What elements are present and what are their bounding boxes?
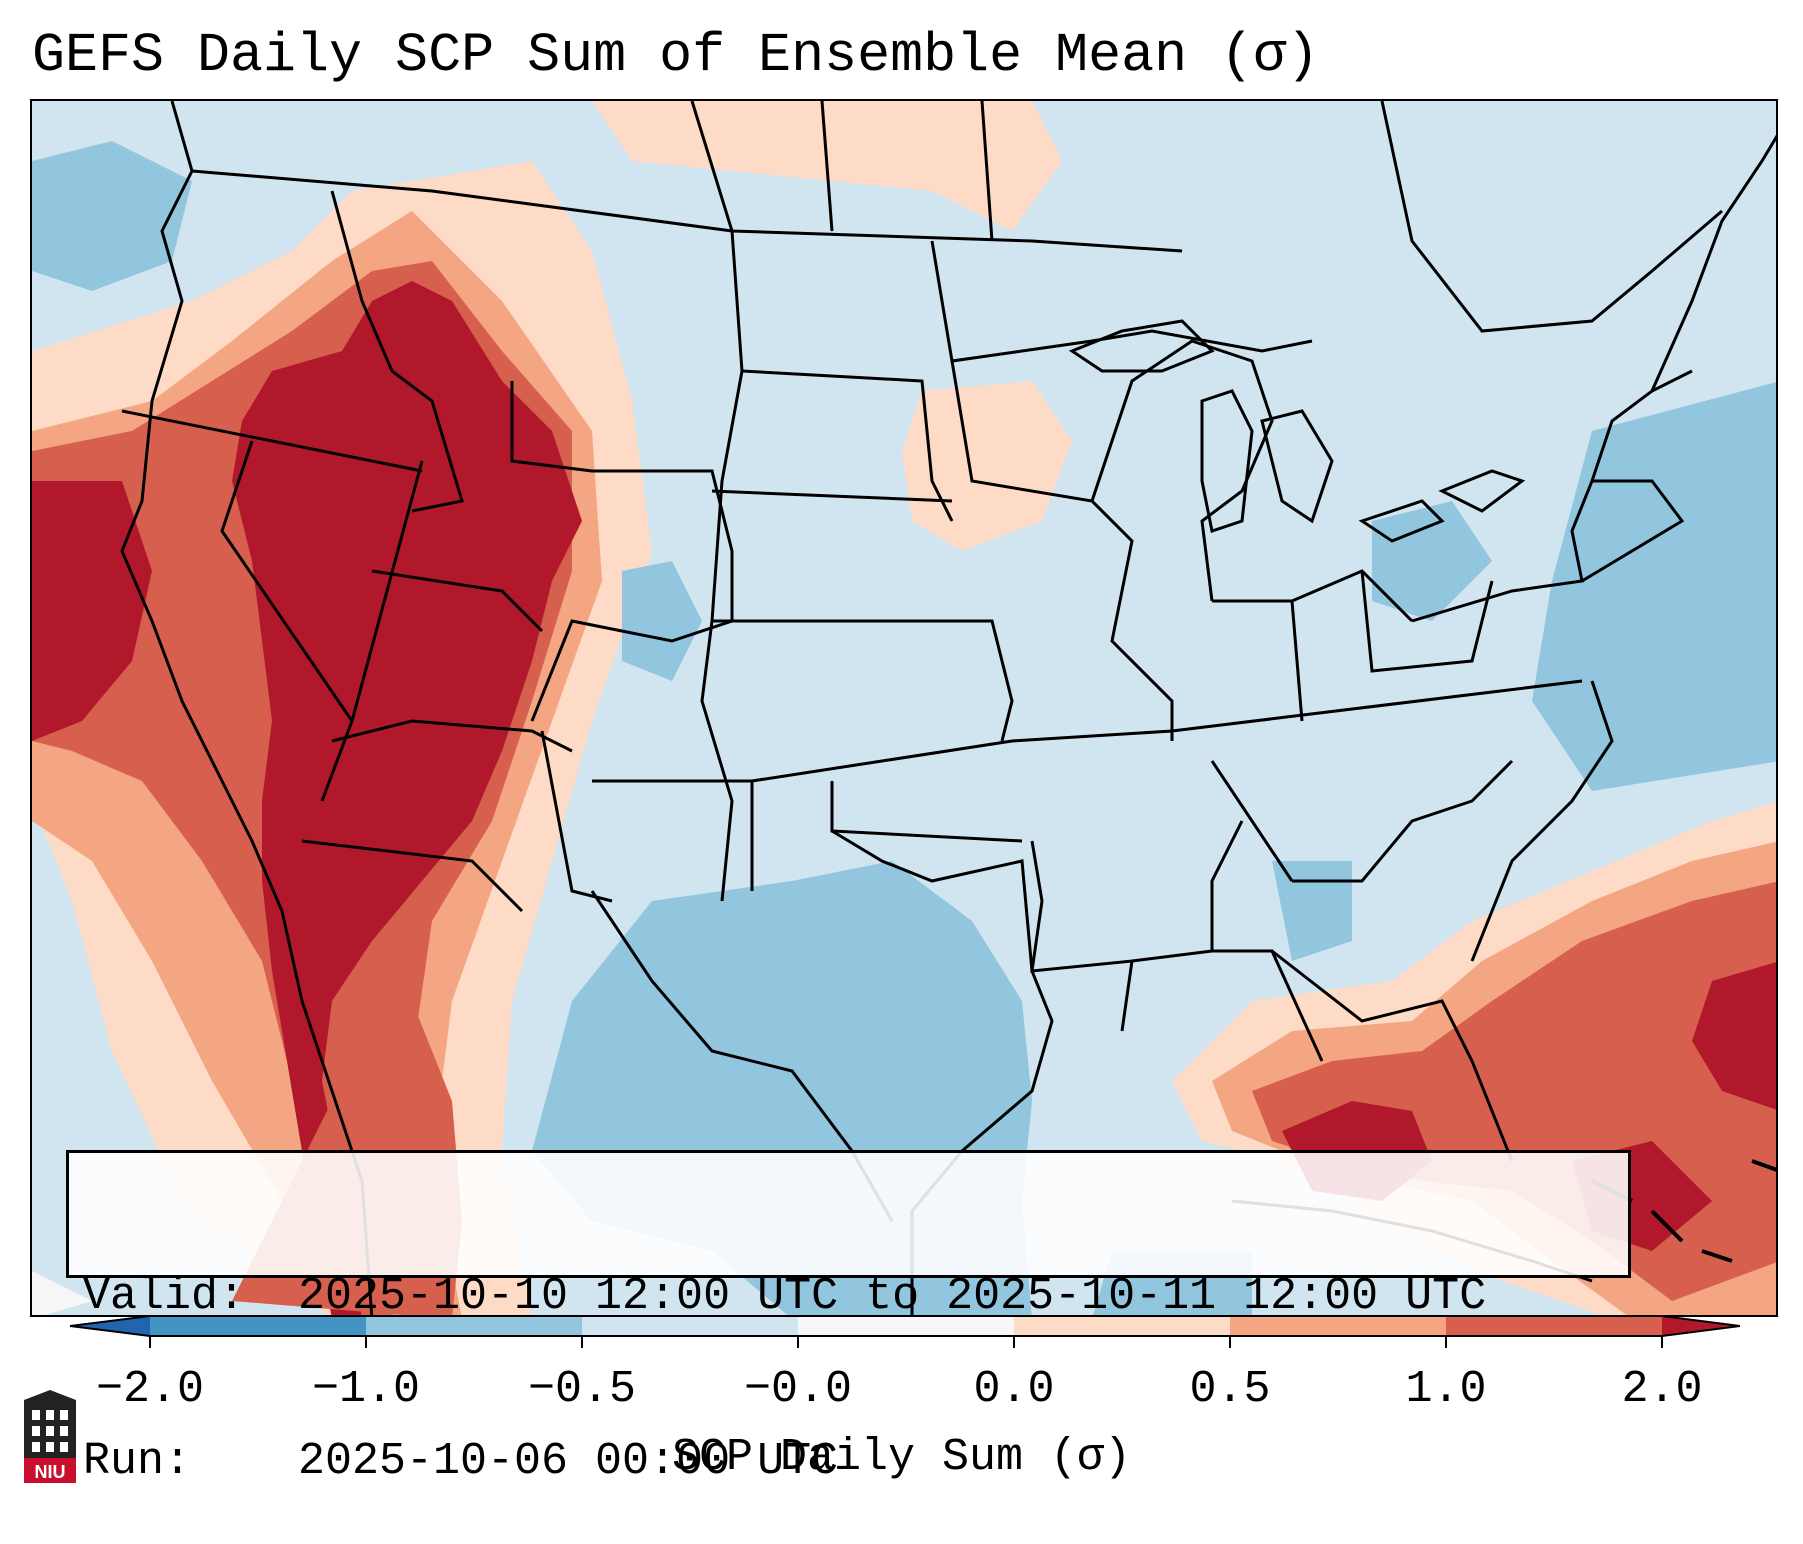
colorbar-tick-label: 0.0: [973, 1364, 1055, 1415]
colorbar-tick-label: 0.5: [1189, 1364, 1271, 1415]
colorbar-tick-label: −1.0: [311, 1364, 421, 1415]
map-panel: [30, 99, 1778, 1317]
colorbar-tick-label: −0.0: [743, 1364, 853, 1415]
great-lakes: [1068, 319, 1526, 543]
valid-label: Valid:: [83, 1271, 246, 1322]
run-line: Run: 2025-10-06 00:00 UTC: [83, 1434, 1614, 1489]
map-title: GEFS Daily SCP Sum of Ensemble Mean (σ): [32, 24, 1320, 87]
colorbar-segment-4: [798, 1316, 1014, 1336]
colorbar-tick-label: 2.0: [1621, 1364, 1703, 1415]
anomaly-field: [32, 101, 1776, 1315]
colorbar-segment-7: [1446, 1316, 1662, 1336]
colorbar-segment-5: [1014, 1316, 1230, 1336]
info-box: Valid: 2025-10-10 12:00 UTC to 2025-10-1…: [66, 1150, 1631, 1487]
colorbar-label: SCP Daily Sum (σ): [671, 1432, 1132, 1483]
niu-logo: NIU: [24, 1390, 76, 1483]
colorbar-extend-high: [1662, 1316, 1740, 1336]
colorbar-segment-6: [1230, 1316, 1446, 1336]
colorbar-segment-2: [366, 1316, 582, 1336]
colorbar-tick-label: −0.5: [527, 1364, 637, 1415]
colorbar-segment-3: [582, 1316, 798, 1336]
colorbar-segment-1: [150, 1316, 366, 1336]
colorbar-extend-low: [70, 1316, 150, 1336]
colorbar-tick-label: 1.0: [1405, 1364, 1487, 1415]
logo-text: NIU: [35, 1462, 66, 1482]
valid-line: Valid: 2025-10-10 12:00 UTC to 2025-10-1…: [83, 1269, 1614, 1324]
run-label: Run:: [83, 1436, 192, 1487]
run-value: 2025-10-06 00:00 UTC: [298, 1436, 839, 1487]
colorbar-tick-marks: [149, 1336, 1663, 1348]
colorbar-tick-label: −2.0: [95, 1364, 205, 1415]
colorbar: [70, 1316, 1740, 1348]
valid-value: 2025-10-10 12:00 UTC to 2025-10-11 12:00…: [298, 1271, 1487, 1322]
